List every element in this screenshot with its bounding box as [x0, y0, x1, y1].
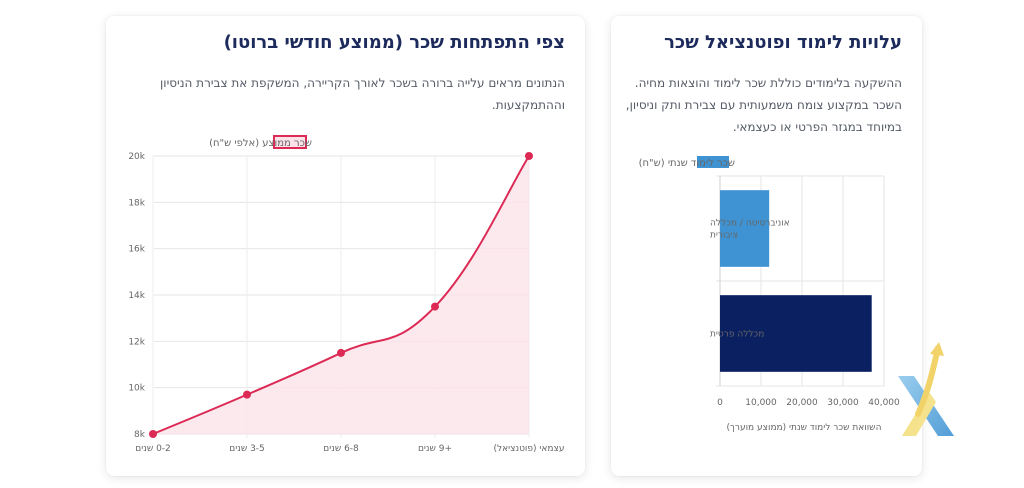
x-tick-label: +9 שנים [418, 444, 452, 454]
data-point[interactable] [525, 152, 533, 160]
salary-card-description: הנתונים מראים עלייה ברורה בשכר לאורך הקר… [160, 76, 565, 112]
data-point[interactable] [149, 430, 157, 438]
legend-label: שכר ממוצע (אלפי ש"ח) [209, 138, 312, 149]
x-tick-label: 6-8 שנים [323, 444, 359, 454]
legend-swatch [273, 135, 307, 149]
series-area [153, 156, 529, 434]
study-cost-bar-chart: שכר לימוד שנתי (ש"ח) השוואת שכר לימוד שנ… [639, 156, 900, 433]
legend-label: שכר לימוד שנתי (ש"ח) [639, 158, 735, 169]
data-point[interactable] [243, 390, 251, 399]
salary-line-chart: שכר ממוצע (אלפי ש"ח) 8k 10k 12k 14k 16k 18k 20… [128, 135, 565, 454]
study-cost-card: עלויות לימוד ופוטנציאל שכר ההשקעה בלימוד… [611, 16, 922, 476]
x-tick-label: 30,000 [827, 398, 859, 408]
y-tick-label: 10k [128, 384, 145, 394]
y-tick-label: 14k [128, 291, 145, 301]
series-line [152, 155, 530, 435]
cost-card-title: עלויות לימוד ופוטנציאל שכר [664, 32, 902, 53]
x-tick-label: עצמאי (פוטנציאל) [494, 444, 565, 454]
y-category-label: מכללה פרטית [710, 330, 764, 340]
x-tick-label: 0-2 שנים [135, 444, 171, 454]
y-tick-label: 16k [128, 245, 145, 255]
cost-card-description: ההשקעה בלימודים כוללת שכר לימוד והוצאות … [625, 76, 902, 134]
bar[interactable] [720, 295, 872, 372]
x-tick-label: 0 [717, 398, 723, 408]
data-point[interactable] [337, 348, 345, 357]
x-tick-label: 10,000 [745, 398, 777, 408]
x-tick-label: 20,000 [786, 398, 818, 408]
salary-growth-card: צפי התפתחות שכר (ממוצע חודשי ברוטו) הנתו… [106, 16, 585, 476]
y-tick-label: 8k [134, 430, 146, 440]
y-tick-label: 20k [128, 152, 145, 162]
x-axis-label: השוואת שכר לימוד שנתי (ממוצע מוערך) [727, 423, 882, 433]
x-tick-label: 3-5 שנים [229, 444, 265, 454]
y-category-label: ציבורית [710, 231, 738, 241]
y-tick-label: 18k [128, 198, 145, 208]
legend-swatch [697, 156, 729, 168]
x-tick-label: 40,000 [868, 398, 900, 408]
salary-card-title: צפי התפתחות שכר (ממוצע חודשי ברוטו) [223, 32, 565, 53]
bar[interactable] [720, 190, 770, 267]
data-point[interactable] [431, 302, 439, 311]
y-category-label: אוניברסיטה / מכללה [710, 219, 790, 229]
brand-logo [898, 342, 954, 436]
y-tick-label: 12k [128, 337, 145, 347]
